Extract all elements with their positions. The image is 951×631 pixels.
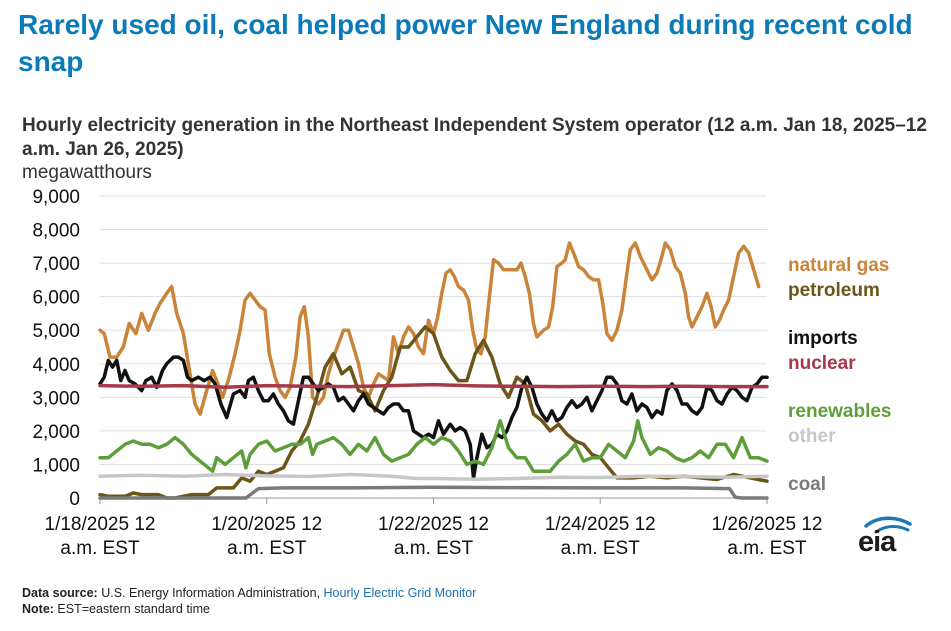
x-tick-label-line2: a.m. EST	[227, 538, 307, 559]
legend-label-natural-gas: natural gas	[788, 255, 889, 276]
data-source-link[interactable]: Hourly Electric Grid Monitor	[323, 586, 477, 600]
series-lines	[98, 241, 769, 500]
legend-label-coal: coal	[788, 474, 826, 495]
chart-title: Hourly electricity generation in the Nor…	[22, 115, 927, 160]
series-line-coal	[98, 485, 769, 500]
note-text: EST=eastern standard time	[53, 602, 210, 616]
y-axis-tick-labels: 0 1,000 2,000 3,000 4,000 5,000 6,000 7,000 8,00…	[32, 187, 80, 510]
series-labels: natural gas petroleum imports nuclear renewa…	[788, 255, 892, 495]
headline: Rarely used oil, coal helped power New E…	[18, 9, 913, 77]
legend-label-petroleum: petroleum	[788, 280, 880, 301]
data-source-line: Data source: U.S. Energy Information Adm…	[22, 586, 476, 600]
x-tick-label-line2: a.m. EST	[561, 538, 641, 559]
x-tick-label-line1: 1/22/2025 12	[378, 514, 489, 535]
series-line-other	[98, 472, 769, 481]
eia-logo: eia	[858, 514, 918, 564]
series-line-renewables	[98, 419, 769, 473]
series-line-natural-gas	[98, 241, 761, 416]
x-tick-label-line1: 1/26/2025 12	[712, 514, 823, 535]
y-tick-label: 1,000	[32, 455, 80, 476]
y-tick-label: 4,000	[32, 355, 80, 376]
y-tick-label: 2,000	[32, 422, 80, 443]
y-axis-unit-label: megawatthours	[22, 162, 152, 183]
x-tick-label-line1: 1/20/2025 12	[211, 514, 322, 535]
x-tick-label-line2: a.m. EST	[394, 538, 474, 559]
data-source-label: Data source:	[22, 586, 98, 600]
y-tick-label: 7,000	[32, 254, 80, 275]
x-tick-label-line1: 1/24/2025 12	[545, 514, 656, 535]
note-line: Note: EST=eastern standard time	[22, 602, 210, 616]
x-tick-label-line1: 1/18/2025 12	[45, 514, 156, 535]
y-tick-label: 0	[69, 489, 80, 510]
series-line-imports	[98, 355, 769, 480]
legend-label-other: other	[788, 426, 836, 447]
data-source-text: U.S. Energy Information Administration,	[97, 586, 324, 600]
y-tick-label: 3,000	[32, 388, 80, 409]
eia-logo-text: eia	[858, 526, 896, 558]
y-tick-label: 5,000	[32, 321, 80, 342]
legend-label-nuclear: nuclear	[788, 353, 856, 374]
series-line-nuclear	[98, 382, 769, 390]
note-label: Note:	[22, 602, 54, 616]
x-axis-tick-labels: 1/18/2025 12 a.m. EST 1/20/2025 12 a.m. EST…	[45, 498, 823, 559]
eia-logo-wave-icon	[864, 516, 912, 534]
y-tick-label: 6,000	[32, 288, 80, 309]
x-tick-label-line2: a.m. EST	[727, 538, 807, 559]
y-tick-label: 9,000	[32, 187, 80, 208]
y-tick-label: 8,000	[32, 221, 80, 242]
legend-label-imports: imports	[788, 328, 858, 349]
legend-label-renewables: renewables	[788, 401, 892, 422]
x-tick-label-line2: a.m. EST	[60, 538, 140, 559]
